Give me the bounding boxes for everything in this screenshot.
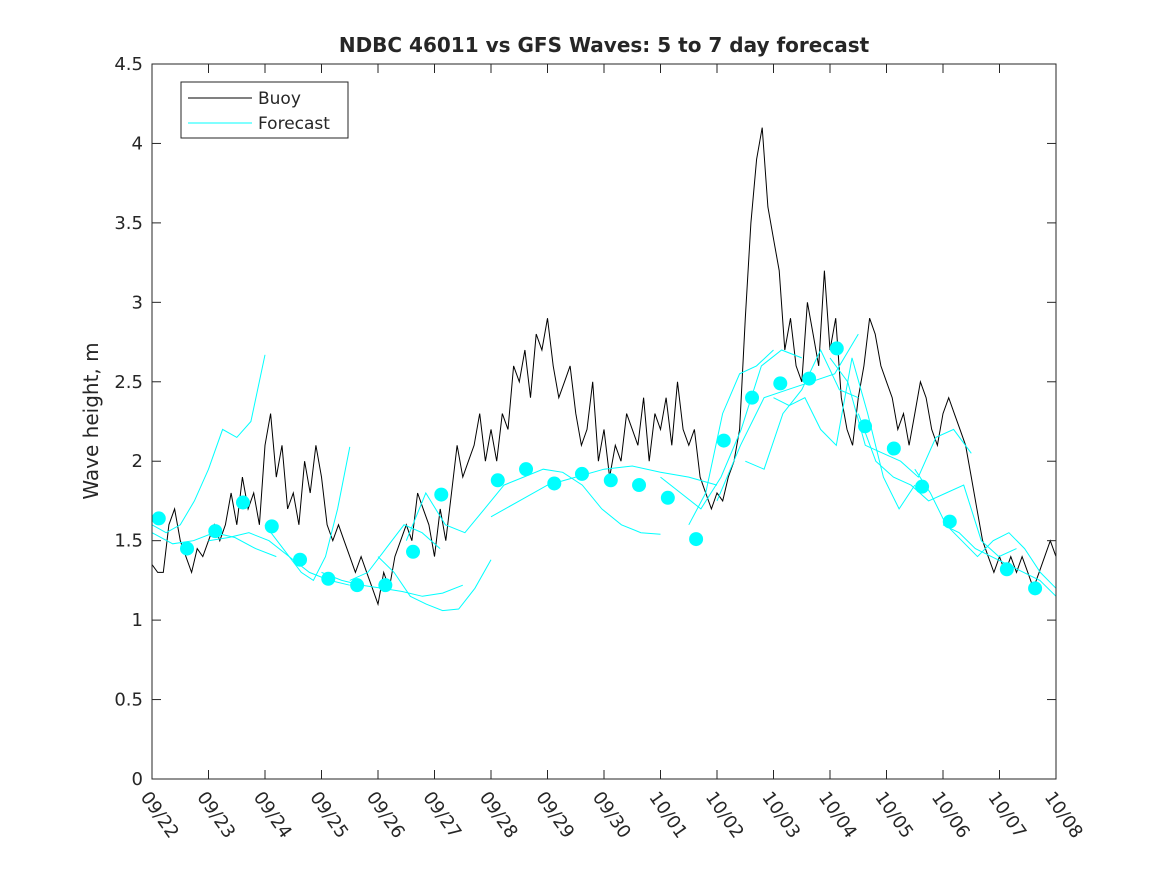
forecast-point-11 (490, 473, 505, 488)
series-group (152, 127, 1056, 612)
y-tick-label: 1.5 (114, 531, 143, 552)
forecast-point-13 (547, 476, 562, 491)
forecast-point-0 (152, 511, 166, 526)
forecast-line-6 (349, 524, 441, 581)
y-tick-label: 2 (132, 451, 143, 472)
plot-area (152, 127, 1056, 612)
forecast-point-9 (406, 544, 421, 559)
forecast-line-5 (377, 556, 492, 612)
y-tick-label: 2.5 (114, 372, 143, 393)
forecast-line-14 (829, 357, 972, 478)
forecast-line-4 (321, 571, 463, 597)
forecast-point-29 (1028, 581, 1043, 596)
forecast-point-4 (264, 519, 279, 534)
forecast-line-12 (745, 348, 859, 470)
forecast-point-18 (689, 532, 704, 547)
forecast-line-3 (264, 446, 351, 582)
forecast-point-28 (999, 562, 1014, 577)
forecast-point-17 (660, 490, 675, 505)
forecast-point-24 (858, 419, 873, 434)
forecast-point-2 (208, 524, 223, 539)
forecast-point-1 (180, 541, 195, 556)
forecast-line-10 (688, 349, 774, 526)
y-tick-label: 3.5 (114, 213, 143, 234)
forecast-point-14 (574, 466, 589, 481)
forecast-line-9 (660, 349, 802, 510)
forecast-line-13 (773, 357, 916, 510)
forecast-line-7 (405, 468, 661, 541)
forecast-point-6 (321, 571, 336, 586)
y-axis-label: Wave height, m (79, 342, 103, 499)
forecast-point-25 (886, 441, 901, 456)
legend: Buoy Forecast (180, 81, 349, 139)
forecast-line-17 (942, 524, 1056, 597)
y-tick-label: 4 (132, 133, 143, 154)
forecast-point-3 (235, 495, 250, 510)
forecast-point-5 (293, 552, 308, 567)
forecast-point-7 (350, 578, 365, 593)
forecast-point-20 (745, 390, 760, 405)
forecast-point-26 (915, 479, 930, 494)
forecast-point-27 (942, 514, 957, 529)
forecast-line-11 (716, 333, 859, 502)
y-tick-label: 0 (132, 769, 143, 790)
buoy-line (152, 127, 1056, 607)
y-tick-label: 4.5 (114, 54, 143, 75)
forecast-point-10 (434, 487, 449, 502)
forecast-point-16 (632, 478, 647, 493)
forecast-point-15 (603, 473, 618, 488)
forecast-point-8 (378, 578, 393, 593)
forecast-line-8 (490, 465, 718, 518)
forecast-point-19 (716, 433, 731, 448)
legend-label-forecast: Forecast (258, 114, 330, 134)
forecast-point-12 (519, 462, 534, 477)
chart-title: NDBC 46011 vs GFS Waves: 5 to 7 day fore… (339, 33, 870, 57)
forecast-point-21 (773, 376, 788, 391)
y-tick-label: 1 (132, 610, 143, 631)
forecast-line-0 (152, 354, 266, 534)
forecast-point-23 (829, 341, 844, 356)
forecast-line-15 (857, 413, 1017, 558)
forecast-line-16 (914, 468, 1056, 589)
legend-label-buoy: Buoy (258, 89, 301, 109)
y-tick-label: 3 (132, 292, 143, 313)
y-tick-label: 0.5 (114, 690, 143, 711)
forecast-point-22 (802, 371, 817, 386)
legend-box (180, 81, 349, 139)
